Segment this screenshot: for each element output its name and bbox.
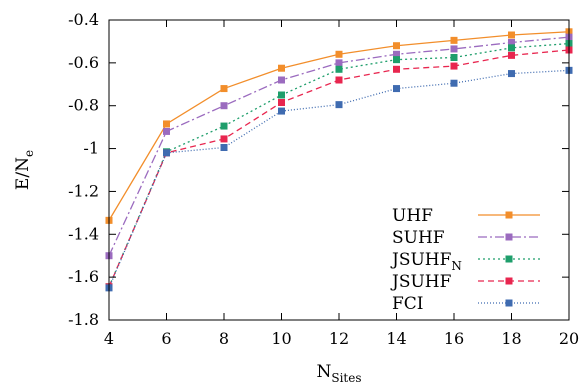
y-axis-label: E/Ne bbox=[13, 150, 36, 190]
data-point bbox=[335, 65, 343, 73]
data-point bbox=[450, 54, 458, 61]
data-point bbox=[508, 44, 515, 52]
data-point bbox=[450, 45, 458, 53]
data-point bbox=[278, 107, 285, 115]
data-point bbox=[220, 85, 228, 93]
legend-marker bbox=[505, 255, 513, 263]
x-tick-label: 10 bbox=[271, 329, 291, 348]
data-point bbox=[393, 56, 400, 64]
x-tick-label: 18 bbox=[501, 329, 521, 348]
axes: 4 6 8 10 12 14 16 18 20 -1.8 -1.6 -1.4 -1.2 -1 -0.8 -0.… bbox=[13, 10, 579, 385]
x-tick-label: 8 bbox=[219, 329, 229, 348]
data-point bbox=[393, 85, 400, 93]
legend-label: JSUHF bbox=[390, 272, 452, 292]
data-point bbox=[393, 50, 400, 58]
legend-marker bbox=[505, 211, 513, 219]
legend-marker bbox=[505, 233, 513, 241]
y-tick-label: -1.4 bbox=[68, 224, 99, 243]
data-point bbox=[508, 70, 515, 78]
data-point bbox=[278, 76, 285, 84]
data-point bbox=[450, 62, 458, 70]
data-point bbox=[220, 135, 228, 143]
series-line bbox=[108, 49, 570, 288]
x-tick-label: 12 bbox=[329, 329, 349, 348]
x-tick-label: 16 bbox=[444, 329, 464, 348]
x-tick-label: 20 bbox=[559, 329, 579, 348]
data-point bbox=[393, 65, 400, 73]
legend-marker bbox=[505, 277, 513, 285]
legend-marker bbox=[505, 299, 513, 307]
series-line bbox=[108, 36, 570, 256]
y-tick-label: -0.4 bbox=[68, 10, 99, 29]
data-point bbox=[163, 149, 170, 157]
data-point bbox=[220, 102, 228, 110]
data-point bbox=[335, 59, 343, 67]
legend-label: SUHF bbox=[392, 228, 445, 248]
data-point bbox=[278, 91, 285, 99]
x-tick-label: 14 bbox=[386, 329, 406, 348]
legend-label: FCI bbox=[392, 294, 424, 314]
x-tick-label: 4 bbox=[104, 329, 114, 348]
data-point bbox=[450, 79, 458, 87]
data-point bbox=[278, 64, 285, 72]
data-point bbox=[450, 36, 458, 44]
y-tick-label: -0.6 bbox=[68, 53, 99, 72]
y-tick-label: -1.2 bbox=[68, 181, 99, 200]
data-point bbox=[163, 127, 170, 135]
data-point bbox=[508, 51, 515, 59]
data-point bbox=[508, 31, 515, 39]
legend-label: UHF bbox=[392, 206, 433, 226]
data-point bbox=[335, 76, 343, 84]
data-point bbox=[220, 144, 228, 151]
legend-label: JSUHFN bbox=[390, 250, 462, 273]
y-tick-label: -0.8 bbox=[68, 96, 99, 115]
data-point bbox=[508, 39, 515, 46]
x-tick-label: 6 bbox=[161, 329, 171, 348]
data-point bbox=[393, 42, 400, 50]
data-point bbox=[220, 122, 228, 130]
data-point bbox=[335, 50, 343, 58]
data-point bbox=[335, 101, 343, 109]
y-tick-label: -1.8 bbox=[68, 310, 99, 329]
data-point bbox=[278, 99, 285, 106]
data-point bbox=[163, 120, 170, 128]
y-tick-label: -1.6 bbox=[68, 267, 99, 286]
y-tick-label: -1 bbox=[83, 139, 99, 158]
x-axis-label: NSites bbox=[316, 362, 361, 385]
plot-area bbox=[105, 28, 573, 292]
